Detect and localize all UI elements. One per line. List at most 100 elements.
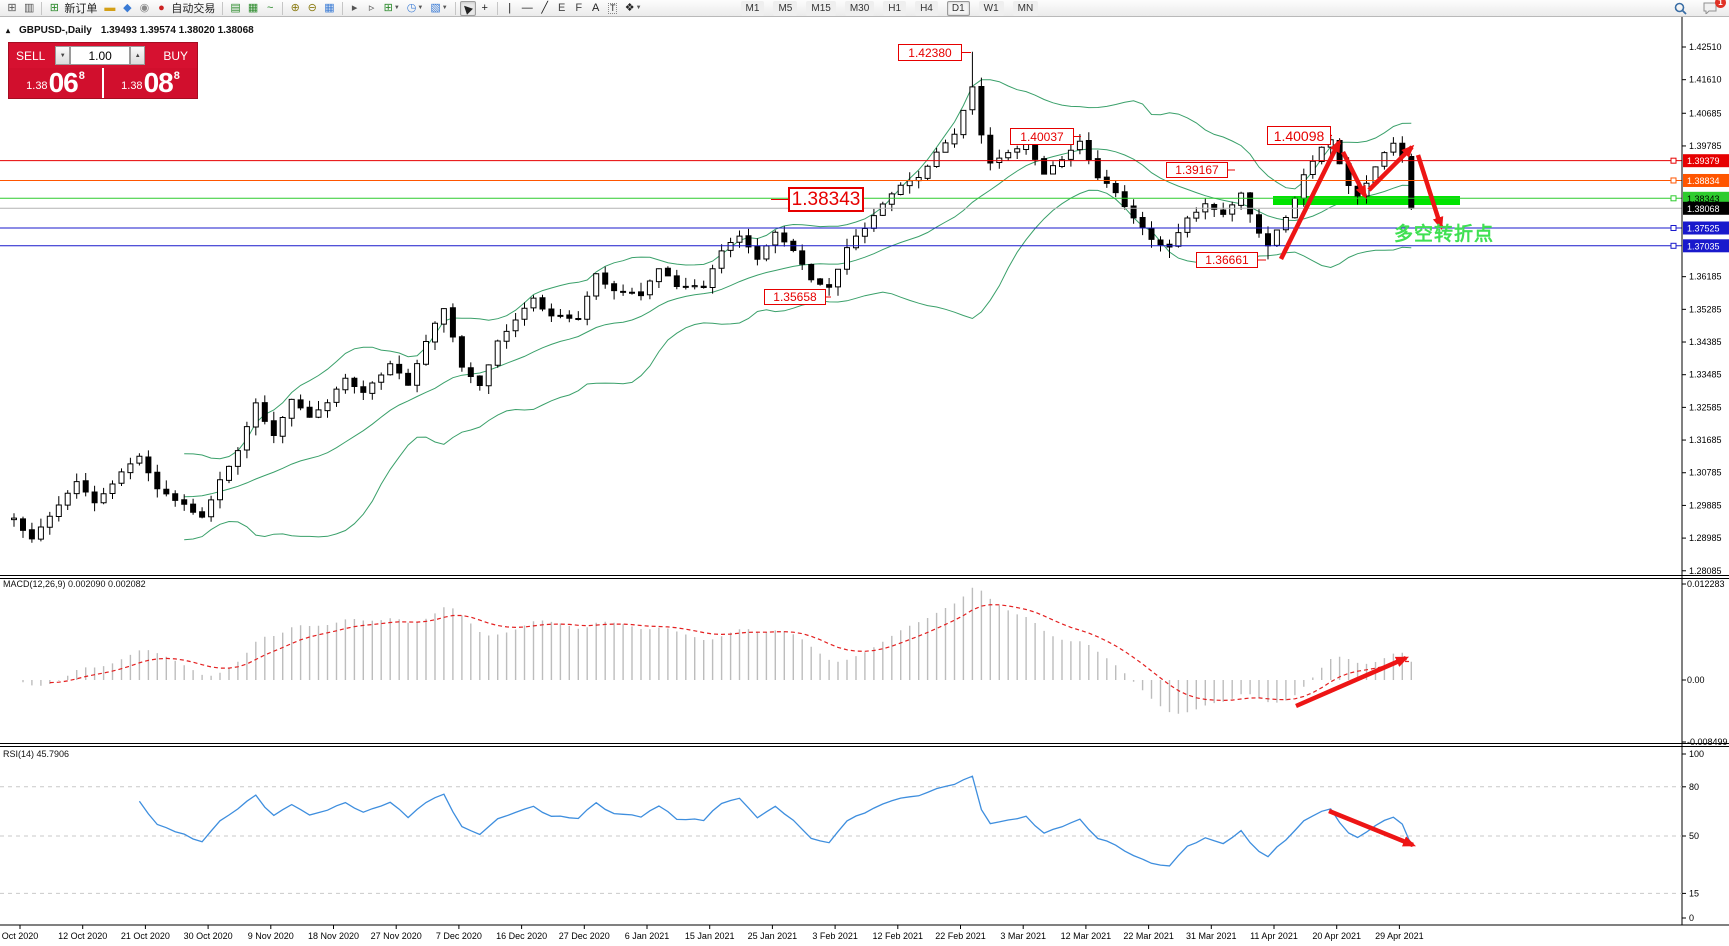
vertical-line-icon[interactable]: | (502, 1, 518, 16)
buy-button[interactable]: BUY (147, 45, 194, 66)
price-badge-label: 1.38343 (1687, 194, 1720, 204)
toolbar-separator (41, 1, 43, 15)
zoom-in-icon[interactable]: ⊕ (287, 1, 303, 16)
autotrade-icon-label[interactable]: 自动交易 (171, 3, 216, 15)
price-annotation[interactable]: 1.35658 (764, 289, 826, 305)
text-label-icon-glyph: T (607, 2, 618, 14)
dropdown-arrow-icon: ▼ (417, 5, 424, 11)
timeframe-button-mn[interactable]: MN (1012, 0, 1039, 16)
timeframe-button-m5[interactable]: M5 (773, 0, 798, 16)
sell-price-display[interactable]: 1.38 06 8 (9, 68, 104, 98)
price-annotation[interactable]: 1.40098 (1267, 126, 1331, 145)
timeframe-button-w1[interactable]: W1 (978, 0, 1004, 16)
templates-icon-glyph: ▧ (430, 1, 441, 14)
timeframe-button-m1[interactable]: M1 (740, 0, 765, 16)
volume-increase-button[interactable]: ▲ (130, 46, 146, 65)
line-chart-icon-glyph: ~ (267, 1, 274, 14)
search-icon[interactable] (1669, 0, 1691, 17)
price-annotation[interactable]: 1.40037 (1010, 128, 1074, 145)
new-chart-icon[interactable]: ⊞ (4, 1, 20, 16)
magnifier-glyph (1674, 2, 1687, 15)
cursor-icon[interactable]: ▶ (459, 0, 476, 16)
collapse-panel-icon[interactable]: ▴ (6, 26, 11, 35)
community-icon[interactable]: ◆ (119, 1, 135, 16)
price-axis-tick-label: 1.32585 (1689, 402, 1722, 412)
text-icon[interactable]: A (588, 1, 604, 16)
price-axis-tick-label: 1.28985 (1689, 533, 1722, 543)
line-handle[interactable] (1670, 177, 1677, 184)
trendline-icon[interactable]: ╱ (537, 1, 553, 16)
line-chart-icon[interactable]: ~ (262, 1, 278, 16)
price-annotation[interactable]: 1.39167 (1166, 162, 1228, 178)
autotrade-icon[interactable]: ● (153, 1, 169, 16)
date-axis-label: 3 Mar 2021 (1000, 931, 1046, 941)
trend-arrow[interactable] (1328, 808, 1417, 848)
line-handle[interactable] (1670, 242, 1677, 249)
volume-input[interactable] (70, 46, 131, 65)
toolbar-separator (282, 1, 284, 15)
line-handle[interactable] (1670, 157, 1677, 164)
timeframe-button-m15[interactable]: M15 (806, 0, 836, 16)
text-label-icon[interactable]: T (605, 1, 621, 16)
new-order-icon-label[interactable]: 新订单 (64, 3, 98, 15)
date-axis-label: 29 Apr 2021 (1375, 931, 1424, 941)
crosshair-icon-glyph: + (481, 1, 488, 14)
price-annotation[interactable]: 1.36661 (1196, 252, 1258, 268)
bar-chart-icon[interactable]: ▤ (227, 1, 243, 16)
volume-decrease-button[interactable]: ▼ (55, 46, 71, 65)
channel-icon[interactable]: E (554, 1, 570, 16)
zoom-out-icon[interactable]: ⊖ (304, 1, 320, 16)
price-badge (1683, 221, 1729, 235)
trend-arrow[interactable] (1340, 150, 1368, 199)
signals-icon[interactable]: ◉ (136, 1, 152, 16)
notifications-icon[interactable]: 1 (1699, 0, 1726, 17)
timeframe-button-m30[interactable]: M30 (844, 0, 875, 16)
tile-windows-icon[interactable]: ▦ (321, 1, 337, 16)
price-annotation[interactable]: 1.42380 (898, 44, 962, 61)
toolbar-separator (341, 1, 343, 15)
buy-price-small: 1.38 (121, 80, 143, 92)
profiles-icon[interactable]: ▥ (21, 1, 37, 16)
horizontal-line-icon[interactable]: — (519, 1, 536, 16)
sell-button[interactable]: SELL (12, 45, 53, 66)
templates-icon[interactable]: ▧ ▼ (427, 1, 450, 16)
gold-icon[interactable]: ▬ (101, 1, 118, 16)
profiles-icon-glyph: ▥ (24, 1, 35, 14)
chart-shift-icon[interactable]: ▹ (364, 1, 380, 16)
trend-arrow[interactable] (1295, 655, 1409, 709)
rsi-scale-label: 80 (1689, 782, 1699, 792)
arrows-icon[interactable]: ❖ ▼ (622, 1, 645, 16)
toolbar-separator (496, 1, 498, 15)
trend-arrow[interactable] (1415, 154, 1444, 231)
rsi-panel: 100 80 50 15 0 (0, 749, 1704, 923)
macd-scale-label: 0.00 (1687, 675, 1705, 685)
auto-scroll-icon[interactable]: ▸ (347, 1, 363, 16)
trend-arrow[interactable] (1367, 144, 1415, 192)
indicators-icon[interactable]: ⊞ ▼ (381, 1, 403, 16)
date-axis-label: 27 Dec 2020 (559, 931, 610, 941)
price-badge (1683, 191, 1729, 205)
autotrade-icon-glyph: ● (158, 1, 165, 14)
fibonacci-icon[interactable]: F (571, 1, 587, 16)
crosshair-icon[interactable]: + (477, 1, 493, 16)
new-order-icon-glyph: ⊞ (49, 1, 60, 14)
bid-ask-display: 1.38 06 8 1.38 08 8 (9, 68, 197, 98)
candlestick-chart-icon[interactable]: ▦ (245, 1, 261, 16)
price-annotation[interactable]: 1.38343 (788, 187, 864, 212)
periods-icon[interactable]: ◷ ▼ (404, 1, 427, 16)
date-axis-label: 12 Feb 2021 (873, 931, 924, 941)
new-order-icon[interactable]: ⊞ (46, 1, 62, 16)
buy-price-display[interactable]: 1.38 08 8 (104, 68, 197, 98)
bull-bear-turning-point-note[interactable]: 多空转折点 (1394, 224, 1495, 245)
line-handle[interactable] (1670, 195, 1677, 202)
chart-shift-icon-glyph: ▹ (368, 1, 375, 14)
price-axis-tick-label: 1.35285 (1689, 304, 1722, 314)
timeframe-button-d1[interactable]: D1 (946, 0, 970, 16)
timeframe-button-h4[interactable]: H4 (915, 0, 938, 16)
notification-badge: 1 (1715, 0, 1726, 8)
line-handle[interactable] (1670, 225, 1677, 232)
timeframe-button-h1[interactable]: H1 (883, 0, 907, 16)
price-axis-tick-label: 1.39785 (1689, 141, 1722, 151)
trend-arrow[interactable] (1278, 139, 1342, 260)
